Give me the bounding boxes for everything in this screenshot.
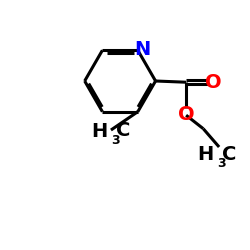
Text: H: H	[91, 122, 107, 141]
Text: 3: 3	[217, 157, 226, 170]
Text: H: H	[198, 145, 214, 164]
Text: O: O	[178, 105, 194, 124]
Text: C: C	[116, 121, 131, 140]
Text: 3: 3	[111, 134, 119, 147]
Text: O: O	[205, 73, 222, 92]
Text: N: N	[134, 40, 150, 58]
Text: C: C	[222, 144, 237, 164]
